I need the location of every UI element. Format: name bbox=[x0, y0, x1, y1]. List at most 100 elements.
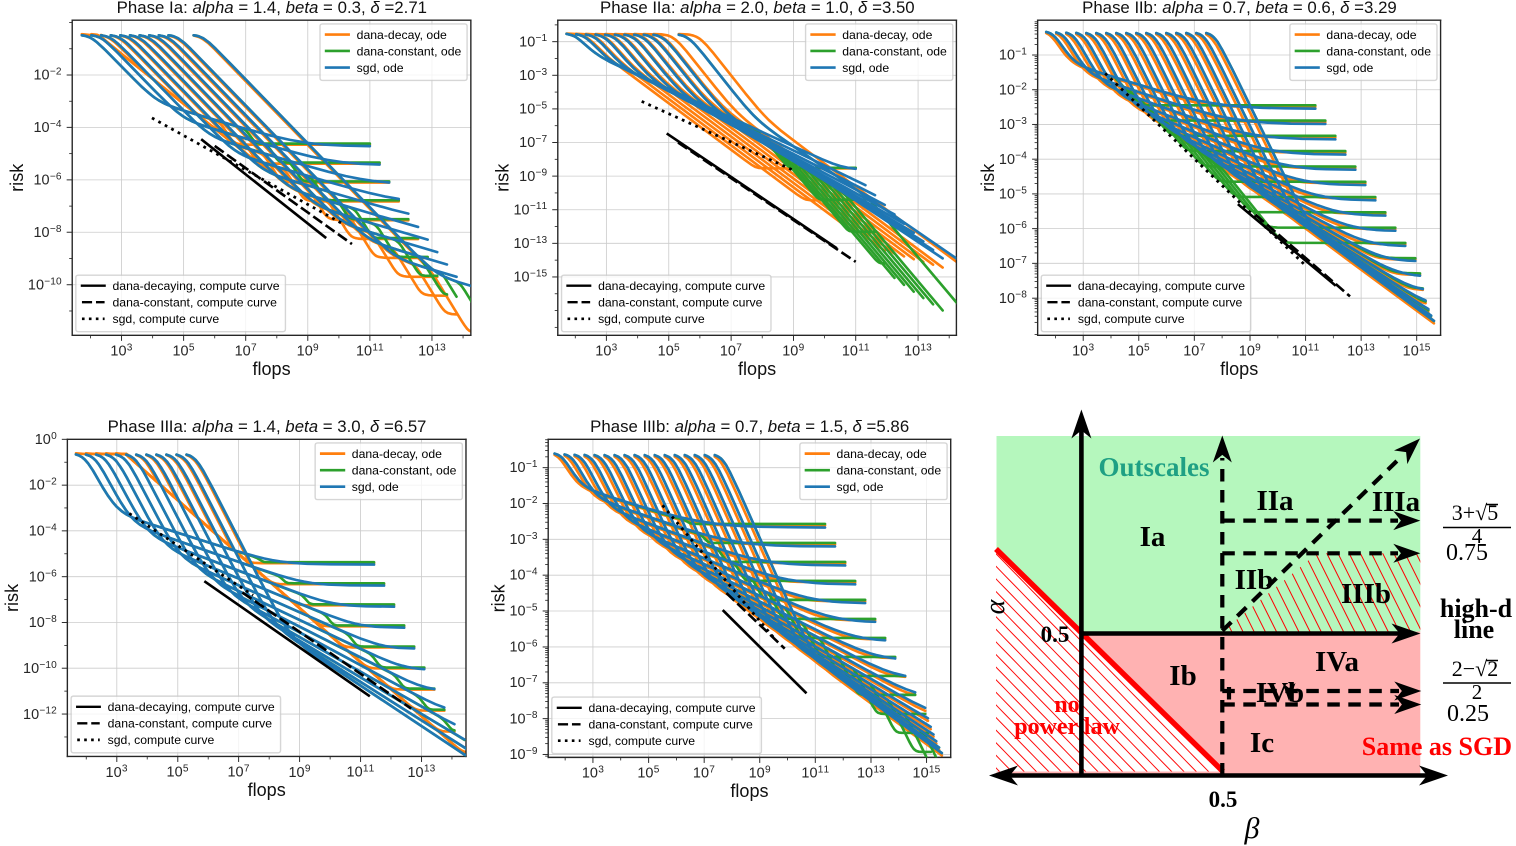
svg-text:1 0 7: 1 0 7 bbox=[235, 336, 257, 361]
svg-text:1 0 − 8: 1 0 − 8 bbox=[33, 212, 61, 242]
svg-text:1 0 1 3: 1 0 1 3 bbox=[1347, 331, 1375, 361]
svg-text:1 0 − 7: 1 0 − 7 bbox=[999, 243, 1027, 273]
svg-text:IIb: IIb bbox=[1235, 564, 1274, 596]
svg-text:1 0 − 1 2: 1 0 − 1 2 bbox=[23, 694, 57, 724]
svg-text:dana-constant, ode: dana-constant, ode bbox=[1326, 44, 1431, 58]
svg-text:risk: risk bbox=[978, 163, 998, 192]
svg-text:1 0 9: 1 0 9 bbox=[782, 336, 804, 361]
svg-text:P h a s e I I I b : =: P h a s e I I I b : = 0 . 7 , = 1 . 5 , … bbox=[590, 412, 915, 437]
svg-text:dana-decay, ode: dana-decay, ode bbox=[1326, 28, 1416, 42]
svg-text:sgd, compute curve: sgd, compute curve bbox=[598, 312, 705, 326]
svg-text:dana-decaying, compute curve: dana-decaying, compute curve bbox=[598, 279, 765, 293]
svg-text:1 0 1 1: 1 0 1 1 bbox=[842, 330, 870, 360]
svg-text:1 0 − 8: 1 0 − 8 bbox=[509, 698, 537, 728]
svg-text:1 0 1 5: 1 0 1 5 bbox=[913, 752, 941, 782]
svg-text:1 0 1 1: 1 0 1 1 bbox=[347, 752, 375, 782]
svg-text:dana-decaying, compute curve: dana-decaying, compute curve bbox=[108, 700, 275, 714]
svg-text:1 0 9: 1 0 9 bbox=[749, 758, 771, 783]
svg-text:sgd, compute curve: sgd, compute curve bbox=[108, 733, 215, 747]
svg-text:dana-decay, ode: dana-decay, ode bbox=[357, 28, 447, 42]
svg-text:1 0 3: 1 0 3 bbox=[110, 336, 132, 361]
svg-text:1 0 1 1: 1 0 1 1 bbox=[356, 330, 384, 360]
svg-text:0.25: 0.25 bbox=[1447, 701, 1489, 727]
svg-text:flops: flops bbox=[248, 780, 286, 800]
svg-text:flops: flops bbox=[730, 781, 768, 801]
svg-text:1 0 − 6: 1 0 − 6 bbox=[509, 626, 537, 656]
svg-text:dana-constant, compute curve: dana-constant, compute curve bbox=[1078, 296, 1243, 310]
svg-text:1 0 − 3: 1 0 − 3 bbox=[519, 55, 547, 85]
svg-text:IIIa: IIIa bbox=[1372, 486, 1421, 518]
svg-text:1 0 7: 1 0 7 bbox=[1183, 336, 1205, 361]
svg-text:1 0 7: 1 0 7 bbox=[228, 757, 250, 782]
svg-text:1 0 − 6: 1 0 − 6 bbox=[29, 556, 57, 586]
svg-text:1 0 − 3: 1 0 − 3 bbox=[999, 104, 1027, 134]
svg-text:risk: risk bbox=[7, 163, 27, 192]
svg-text:1 0 − 4: 1 0 − 4 bbox=[509, 555, 537, 585]
svg-text:1 0 − 3: 1 0 − 3 bbox=[509, 519, 537, 549]
svg-text:1 0 7: 1 0 7 bbox=[720, 336, 742, 361]
svg-text:sgd, compute curve: sgd, compute curve bbox=[1078, 312, 1185, 326]
svg-text:1 0 5: 1 0 5 bbox=[637, 758, 659, 783]
svg-text:1 0 − 2: 1 0 − 2 bbox=[33, 55, 61, 85]
svg-text:P h a s e I I b : = 0: P h a s e I I b : = 0 . 7 , = 0 . 6 , = … bbox=[1082, 0, 1403, 18]
svg-text:1 0 3: 1 0 3 bbox=[595, 336, 617, 361]
svg-text:risk: risk bbox=[488, 583, 508, 612]
svg-text:1 0 9: 1 0 9 bbox=[288, 757, 310, 782]
svg-text:1 0 − 7: 1 0 − 7 bbox=[509, 662, 537, 692]
svg-text:1 0 − 5: 1 0 − 5 bbox=[509, 590, 537, 620]
svg-text:P h a s e I I a : = 2: P h a s e I I a : = 2 . 0 , = 1 . 0 , = … bbox=[600, 0, 921, 18]
svg-text:1 0 1 3: 1 0 1 3 bbox=[408, 752, 436, 782]
svg-text:1 0 − 2: 1 0 − 2 bbox=[29, 465, 57, 495]
svg-text:dana-constant, compute curve: dana-constant, compute curve bbox=[598, 296, 763, 310]
svg-text:0.75: 0.75 bbox=[1446, 540, 1488, 566]
svg-text:1 0 3: 1 0 3 bbox=[106, 757, 128, 782]
svg-text:1 0 − 9: 1 0 − 9 bbox=[519, 156, 547, 186]
svg-text:IIIb: IIIb bbox=[1341, 578, 1391, 610]
svg-text:0.5: 0.5 bbox=[1041, 622, 1070, 647]
svg-text:dana-constant, ode: dana-constant, ode bbox=[357, 44, 462, 58]
svg-text:1 0 − 4: 1 0 − 4 bbox=[999, 139, 1027, 169]
svg-text:flops: flops bbox=[738, 359, 776, 379]
svg-text:1 0 0: 1 0 0 bbox=[35, 424, 57, 449]
svg-text:1 0 − 1 0: 1 0 − 1 0 bbox=[28, 264, 62, 294]
svg-text:sgd, ode: sgd, ode bbox=[837, 480, 884, 494]
svg-text:1 0 − 2: 1 0 − 2 bbox=[509, 483, 537, 513]
svg-text:Ia: Ia bbox=[1140, 521, 1166, 553]
svg-text:dana-constant, ode: dana-constant, ode bbox=[842, 44, 947, 58]
svg-text:1 0 1 1: 1 0 1 1 bbox=[801, 752, 829, 782]
svg-text:dana-decaying, compute curve: dana-decaying, compute curve bbox=[1078, 279, 1245, 293]
svg-text:flops: flops bbox=[252, 359, 290, 379]
svg-text:1 0 9: 1 0 9 bbox=[1239, 336, 1261, 361]
svg-text:dana-constant, ode: dana-constant, ode bbox=[837, 463, 942, 477]
svg-text:dana-decay, ode: dana-decay, ode bbox=[837, 447, 927, 461]
svg-text:dana-decay, ode: dana-decay, ode bbox=[352, 447, 442, 461]
svg-text:sgd, compute curve: sgd, compute curve bbox=[588, 734, 695, 748]
svg-text:line: line bbox=[1454, 615, 1494, 644]
svg-text:sgd, compute curve: sgd, compute curve bbox=[113, 312, 220, 326]
svg-text:1 0 7: 1 0 7 bbox=[693, 758, 715, 783]
svg-text:1 0 − 4: 1 0 − 4 bbox=[29, 510, 57, 540]
svg-text:1 0 1 3: 1 0 1 3 bbox=[418, 331, 446, 361]
svg-text:dana-constant, compute curve: dana-constant, compute curve bbox=[108, 717, 273, 731]
svg-text:risk: risk bbox=[492, 163, 512, 192]
svg-text:1 0 1 5: 1 0 1 5 bbox=[1403, 330, 1431, 360]
svg-text:flops: flops bbox=[1220, 359, 1258, 379]
svg-text:1 0 − 6: 1 0 − 6 bbox=[33, 159, 61, 189]
svg-text:dana-constant, compute curve: dana-constant, compute curve bbox=[588, 717, 753, 731]
svg-text:dana-constant, ode: dana-constant, ode bbox=[352, 463, 457, 477]
svg-text:1 0 − 1 5: 1 0 − 1 5 bbox=[513, 256, 547, 286]
svg-text:1 0 − 1: 1 0 − 1 bbox=[999, 34, 1027, 64]
svg-text:IVb: IVb bbox=[1256, 677, 1304, 709]
svg-text:1 0 5: 1 0 5 bbox=[167, 757, 189, 782]
svg-text:1 0 − 1 3: 1 0 − 1 3 bbox=[513, 223, 547, 253]
svg-text:Ib: Ib bbox=[1169, 660, 1196, 692]
svg-text:1 0 − 5: 1 0 − 5 bbox=[519, 88, 547, 118]
svg-text:1 0 − 7: 1 0 − 7 bbox=[519, 122, 547, 152]
svg-text:IVa: IVa bbox=[1315, 646, 1360, 678]
svg-text:1 0 − 1: 1 0 − 1 bbox=[509, 447, 537, 477]
svg-text:risk: risk bbox=[2, 583, 22, 612]
svg-text:1 0 − 1 1: 1 0 − 1 1 bbox=[513, 189, 547, 219]
svg-text:1 0 − 1 0: 1 0 − 1 0 bbox=[23, 648, 57, 678]
svg-text:1 0 − 5: 1 0 − 5 bbox=[999, 173, 1027, 203]
svg-text:sgd, ode: sgd, ode bbox=[842, 61, 889, 75]
